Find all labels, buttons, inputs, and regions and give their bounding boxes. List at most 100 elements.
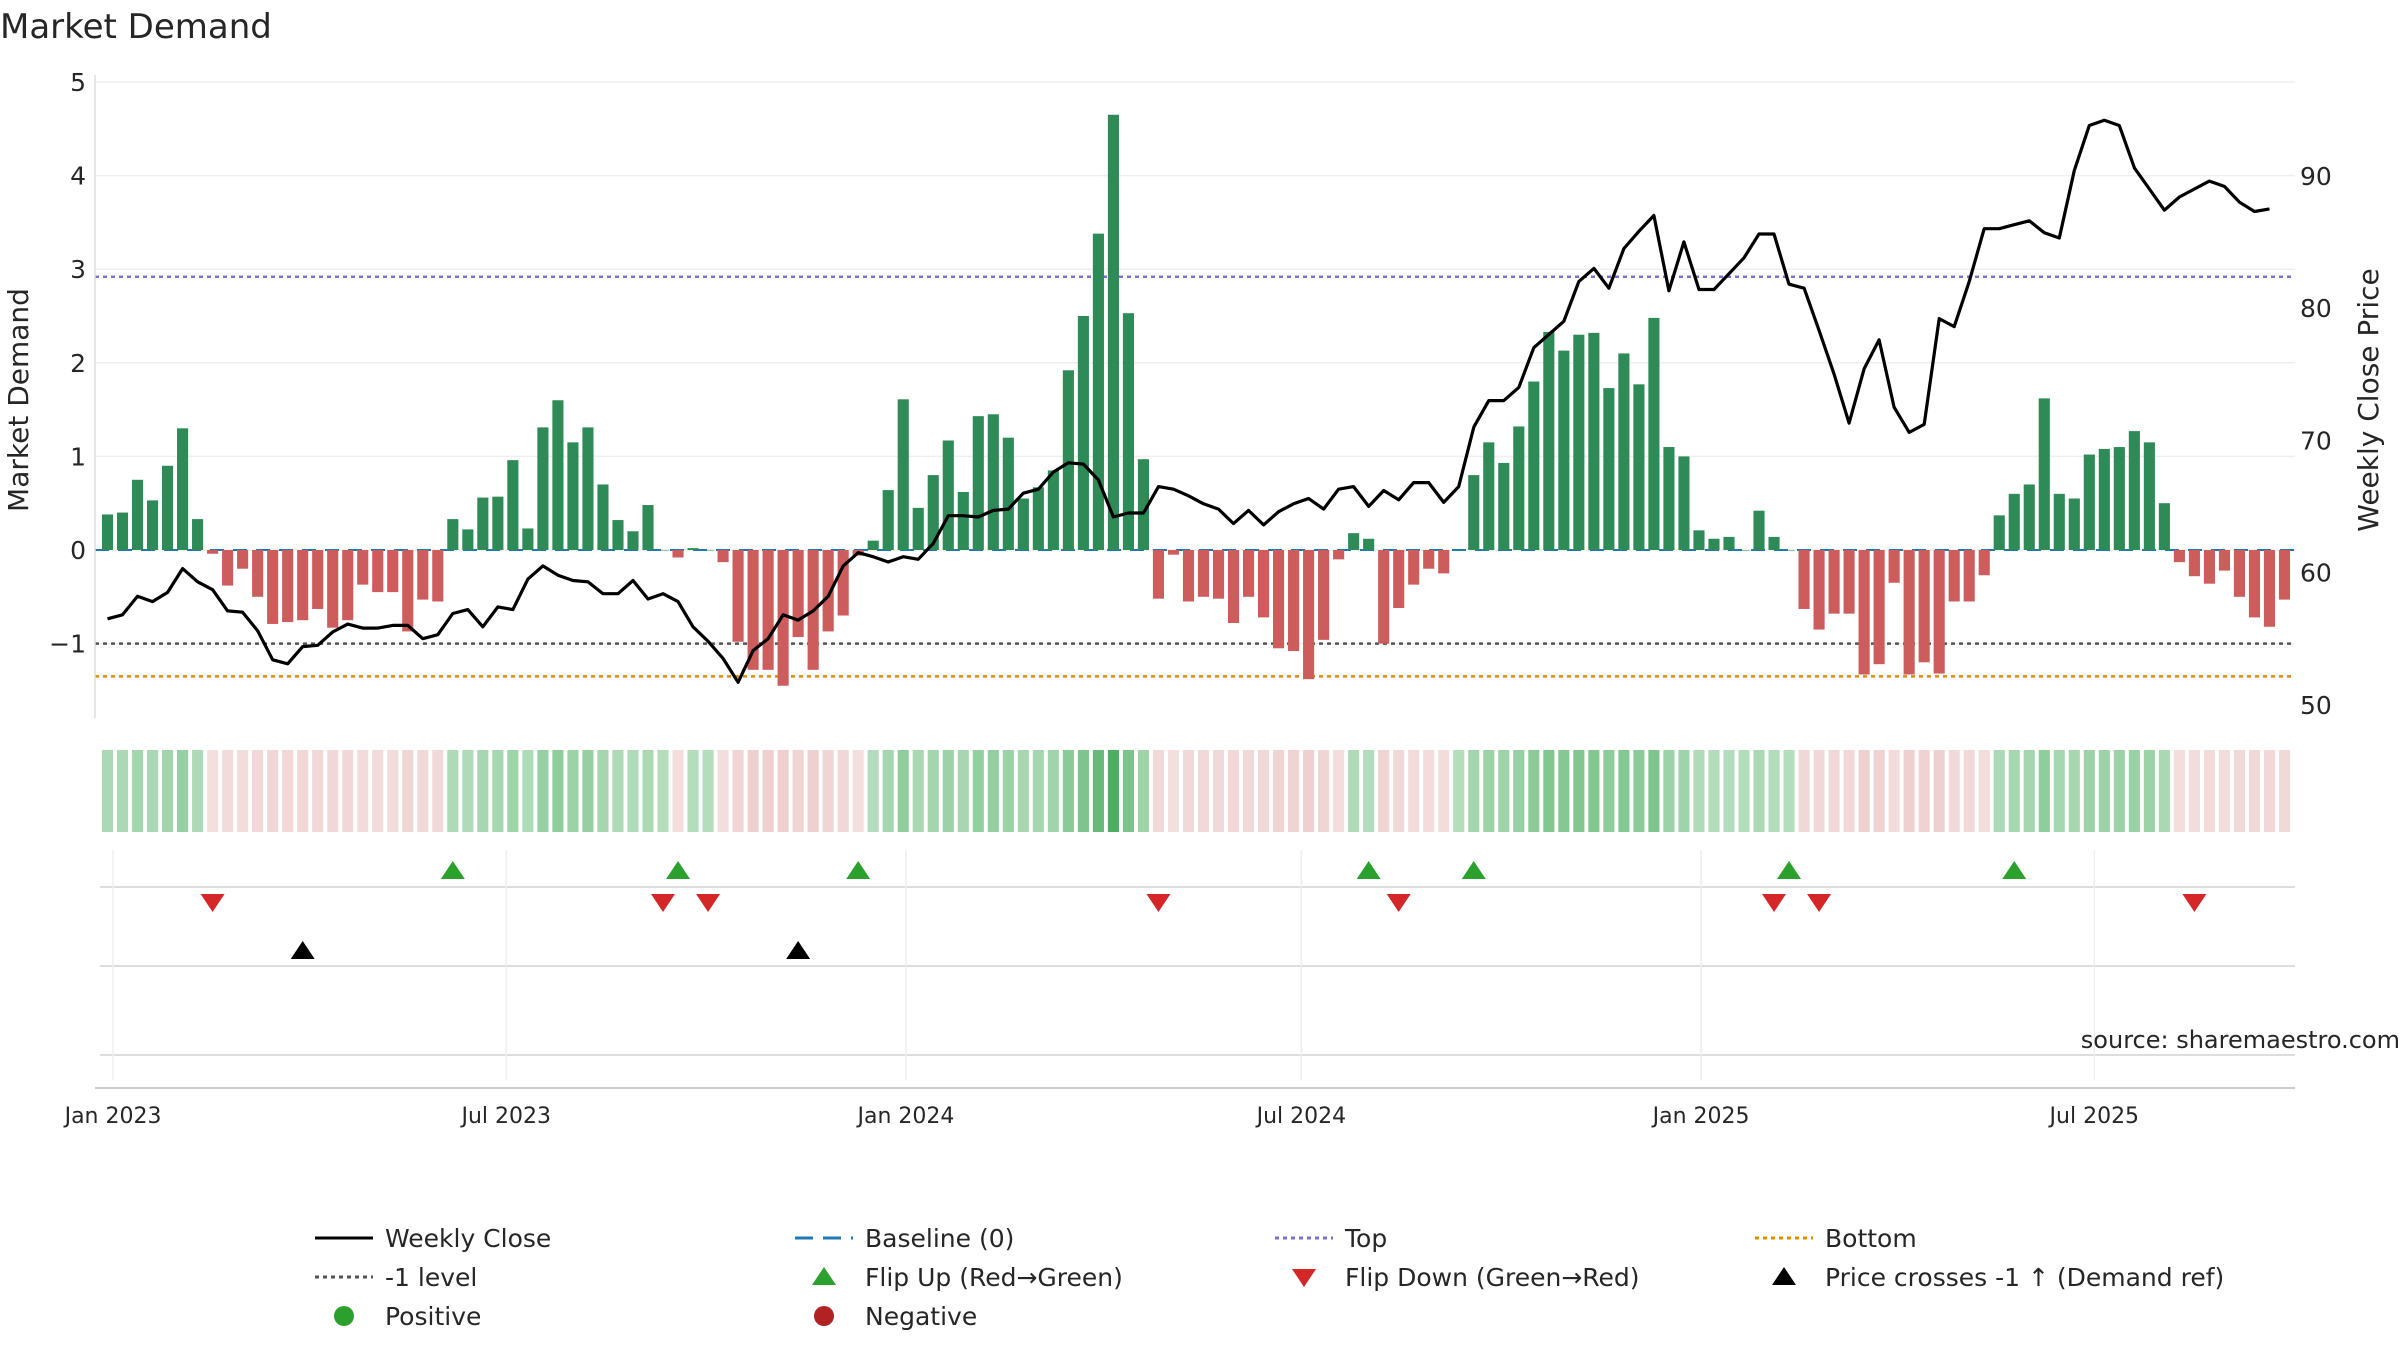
- demand-bar: [2053, 493, 2065, 550]
- demand-bar: [101, 514, 114, 550]
- heat-cell: [822, 750, 834, 832]
- demand-bar: [1873, 550, 1885, 665]
- heat-cell: [1152, 750, 1165, 832]
- demand-bar: [912, 507, 924, 550]
- heat-cell: [2128, 750, 2140, 832]
- heat-cell: [2233, 750, 2246, 832]
- demand-bar: [1273, 550, 1285, 649]
- demand-bar: [477, 497, 489, 550]
- heat-cell: [372, 750, 384, 832]
- demand-bar: [972, 416, 984, 550]
- heat-cell: [1197, 750, 1210, 832]
- heat-cell: [1828, 750, 1840, 832]
- demand-bar: [1528, 381, 1540, 550]
- flip-up-marker: [1461, 861, 1486, 879]
- heat-cell: [1513, 750, 1525, 832]
- demand-bar: [2023, 484, 2035, 550]
- demand-bar: [537, 427, 549, 550]
- heat-cell: [2173, 750, 2185, 832]
- demand-bar: [552, 400, 564, 550]
- heat-cell: [222, 750, 234, 832]
- legend-label: Weekly Close: [385, 1224, 551, 1253]
- flip-down-marker: [2182, 894, 2207, 912]
- heat-cell: [2083, 750, 2095, 832]
- heat-cell: [297, 750, 309, 832]
- legend-marker: [814, 1306, 834, 1326]
- demand-bar: [1197, 550, 1210, 597]
- flip-down-marker: [1762, 894, 1787, 912]
- heat-cell: [357, 750, 369, 832]
- flip-down-marker: [1807, 894, 1832, 912]
- demand-bar: [2233, 550, 2246, 597]
- y-tick-label: 3: [70, 255, 86, 284]
- price-line: [107, 118, 2270, 684]
- flip-down-marker: [696, 894, 721, 912]
- heat-cell: [687, 750, 699, 832]
- x-tick-label: Jul 2025: [2048, 1104, 2140, 1129]
- legend-label: Top: [1344, 1224, 1387, 1253]
- demand-bar: [342, 550, 354, 621]
- demand-bar: [2158, 503, 2170, 550]
- heat-cell: [1363, 750, 1375, 832]
- heat-cell: [1723, 750, 1735, 832]
- heat-cell: [1333, 750, 1345, 832]
- heat-cell: [1227, 750, 1240, 832]
- demand-bar: [1828, 550, 1840, 614]
- heat-cell: [702, 750, 714, 832]
- demand-bar: [1888, 550, 1900, 583]
- demand-bar: [672, 550, 684, 558]
- heat-cell: [957, 750, 969, 832]
- demand-bar: [192, 519, 204, 550]
- demand-bar: [417, 550, 429, 600]
- heat-cell: [1663, 750, 1675, 832]
- heat-cell: [417, 750, 429, 832]
- heat-cell: [537, 750, 549, 832]
- demand-bar: [1798, 550, 1810, 609]
- heat-cell: [612, 750, 624, 832]
- demand-bar: [177, 428, 189, 550]
- heat-cell: [2068, 750, 2080, 832]
- heat-cell: [1483, 750, 1495, 832]
- demand-bar: [2203, 550, 2215, 584]
- demand-bar: [1107, 114, 1119, 550]
- heat-cell: [432, 750, 444, 832]
- demand-bar: [1498, 462, 1510, 550]
- demand-bar: [1948, 550, 1960, 602]
- demand-bar: [1843, 550, 1855, 614]
- legend-label: Flip Up (Red→Green): [865, 1263, 1123, 1292]
- heat-cell: [927, 750, 939, 832]
- heat-cell: [116, 750, 129, 832]
- demand-bar: [2278, 550, 2291, 600]
- heat-cell: [852, 750, 864, 832]
- heat-cell: [1558, 750, 1570, 832]
- demand-bar: [402, 550, 414, 632]
- heat-cell: [1288, 750, 1300, 832]
- legend-label: Baseline (0): [865, 1224, 1014, 1253]
- legend-label: Price crosses -1 ↑ (Demand ref): [1825, 1263, 2224, 1292]
- demand-bar: [447, 519, 459, 550]
- heat-cell: [177, 750, 189, 832]
- demand-bar: [1122, 313, 1134, 550]
- heat-cell: [1017, 750, 1029, 832]
- demand-bar: [627, 531, 639, 550]
- chart-title: Market Demand: [0, 7, 272, 47]
- heat-cell: [477, 750, 489, 832]
- demand-bar: [1227, 550, 1240, 624]
- flip-up-marker: [2002, 861, 2027, 879]
- flip-up-marker: [440, 861, 465, 879]
- demand-bars: [101, 114, 2291, 686]
- demand-bar: [1708, 538, 1720, 550]
- heat-cell: [1888, 750, 1900, 832]
- heat-cell: [1618, 750, 1630, 832]
- y2-tick-label: 50: [2300, 691, 2332, 720]
- demand-bar: [1212, 550, 1225, 599]
- heat-cell: [507, 750, 519, 832]
- heat-cell: [1393, 750, 1405, 832]
- demand-bar: [1077, 316, 1089, 550]
- heat-cell: [1933, 750, 1945, 832]
- heat-cell: [972, 750, 984, 832]
- demand-bar: [732, 550, 744, 642]
- y-tick-label: 5: [70, 68, 86, 97]
- heat-cell: [1303, 750, 1315, 832]
- heat-cell: [1528, 750, 1540, 832]
